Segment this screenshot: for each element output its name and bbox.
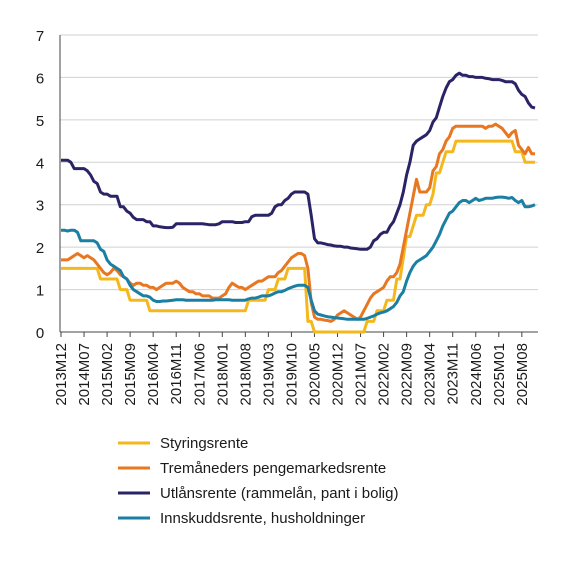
x-tick-label: 2015M09 (122, 343, 139, 406)
legend-label: Styringsrente (160, 435, 248, 452)
x-tick-label: 2020M05 (306, 343, 323, 406)
y-tick-label: 7 (36, 28, 44, 45)
series-line (61, 195, 536, 321)
x-tick-label: 2022M02 (376, 343, 393, 406)
x-tick-label: 2016M11 (168, 343, 185, 404)
x-tick-label: 2021M07 (353, 343, 370, 406)
x-tick-label: 2018M01 (214, 343, 231, 406)
y-tick-label: 4 (36, 155, 44, 172)
x-tick-label: 2023M11 (445, 343, 462, 404)
x-tick-label: 2020M12 (330, 343, 347, 406)
y-tick-label: 3 (36, 198, 44, 215)
x-tick-label: 2025M08 (514, 343, 531, 406)
series-line (61, 139, 535, 334)
legend-label: Utlånsrente (rammelån, pant i bolig) (160, 485, 398, 502)
series-line (61, 71, 536, 251)
x-tick-label: 2019M10 (283, 343, 300, 406)
x-tick-label: 2018M08 (237, 343, 254, 406)
x-tick-label: 2016M04 (145, 343, 162, 406)
x-tick-label: 2019M03 (260, 343, 277, 406)
y-tick-label: 5 (36, 113, 44, 130)
y-tick-label: 6 (36, 70, 44, 87)
y-tick-label: 0 (36, 325, 44, 342)
x-tick-label: 2014M07 (76, 343, 93, 406)
legend-label: Innskuddsrente, husholdninger (160, 510, 365, 527)
x-tick-label: 2022M09 (399, 343, 416, 406)
x-tick-label: 2023M04 (422, 343, 439, 406)
y-tick-label: 1 (36, 283, 44, 300)
x-tick-label: 2025M01 (491, 343, 508, 406)
x-tick-label: 2017M06 (191, 343, 208, 406)
x-tick-label: 2015M02 (99, 343, 116, 406)
x-tick-label: 2013M12 (53, 343, 70, 406)
y-tick-label: 2 (36, 240, 44, 257)
series-line (61, 122, 535, 323)
x-tick-label: 2024M06 (468, 343, 485, 406)
legend-label: Tremåneders pengemarkedsrente (160, 460, 386, 477)
